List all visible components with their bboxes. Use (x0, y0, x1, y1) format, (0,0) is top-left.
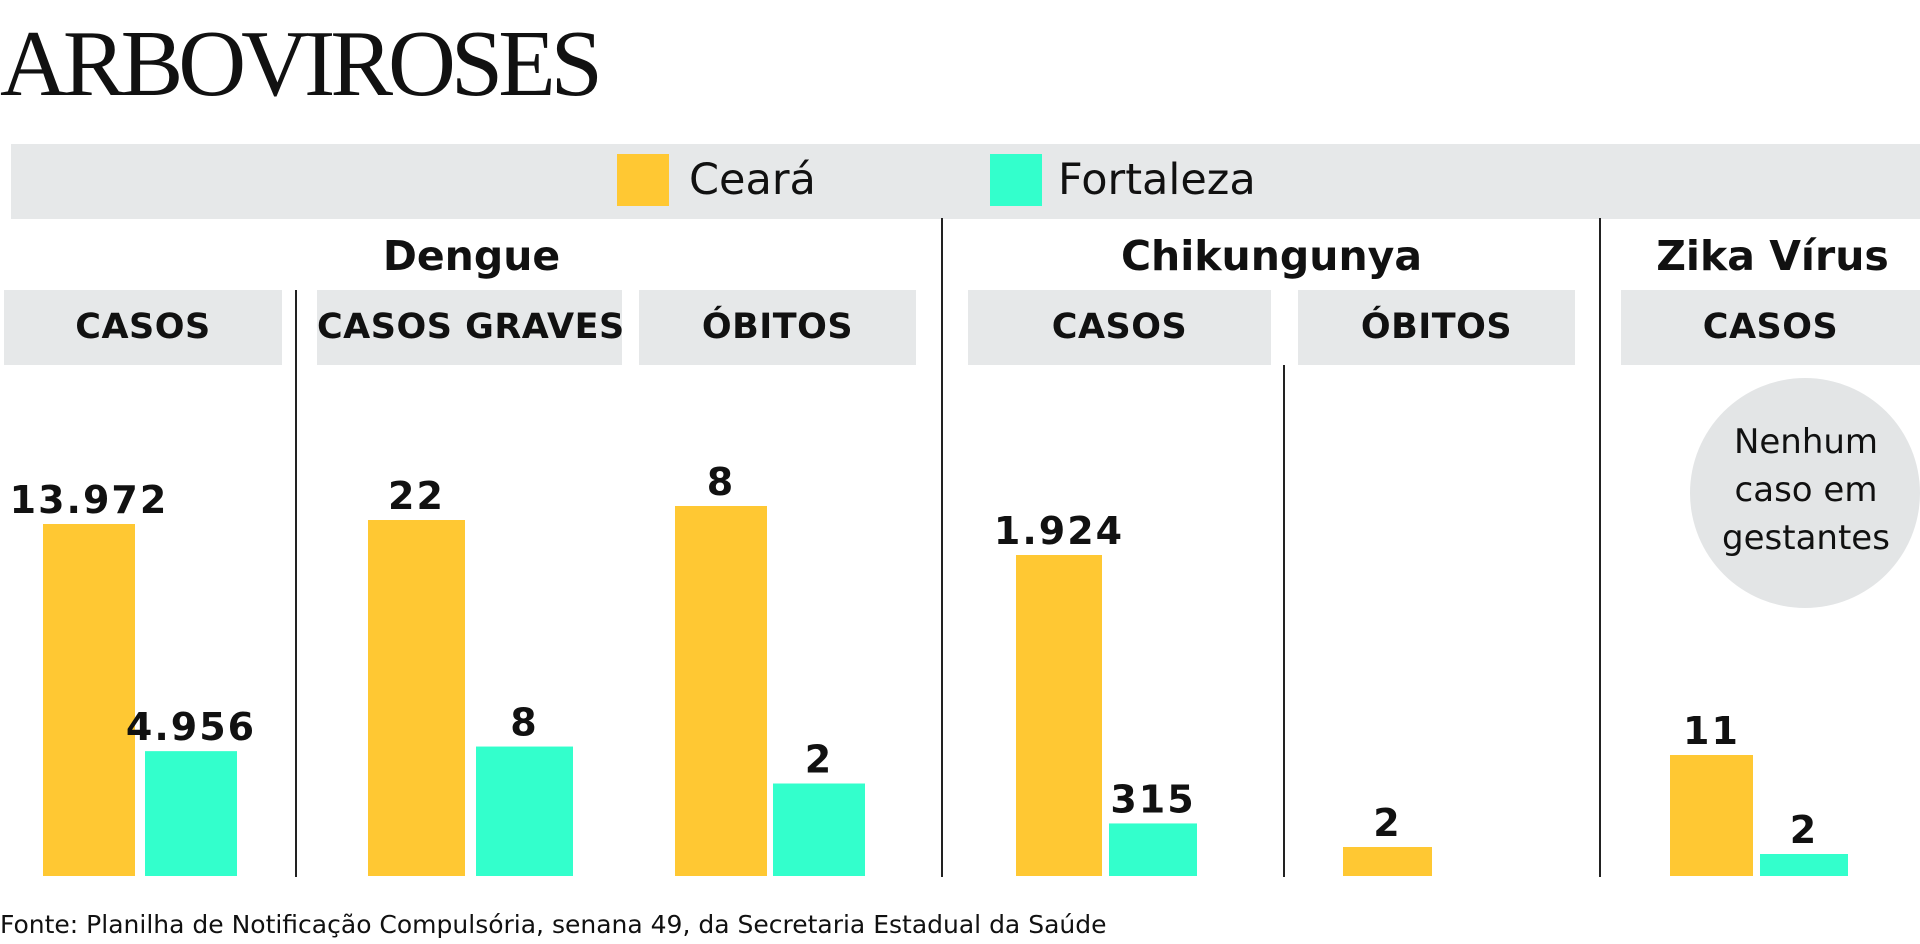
bar-value-label: 8 (510, 701, 538, 745)
source-note: Fonte: Planilha de Notificação Compulsór… (0, 910, 1107, 939)
panel-header-chik-obitos: ÓBITOS (1298, 290, 1575, 365)
bar-value-label: 8 (707, 460, 735, 504)
legend-label-fortaleza: Fortaleza (1058, 155, 1256, 205)
legend-swatch-fortaleza (990, 154, 1042, 206)
panel-header-dengue-obitos: ÓBITOS (639, 290, 916, 365)
group-title-dengue: Dengue (382, 232, 561, 280)
bar-value-label: 13.972 (10, 478, 169, 522)
legend-swatch-ceara (617, 154, 669, 206)
bar-cear-5 (1670, 755, 1753, 876)
panel-header-dengue-casos-graves: CASOS GRAVES (317, 290, 624, 365)
bar-value-label: 4.956 (126, 705, 256, 749)
bar-cear-1 (368, 520, 465, 876)
group-divider (941, 218, 943, 877)
panel-header-zika-casos: CASOS (1621, 290, 1920, 365)
bar-value-label: 2 (1790, 808, 1818, 852)
group-title-zika: Zika Vírus (1656, 232, 1889, 280)
bar-value-label: 315 (1110, 777, 1195, 821)
bar-value-label: 22 (388, 474, 445, 518)
group-title-chikungunya: Chikungunya (1120, 232, 1423, 280)
note-circle (1690, 378, 1920, 608)
legend-label-ceara: Ceará (689, 155, 816, 205)
bar-value-label: 2 (1373, 801, 1401, 845)
panel-header-chik-casos: CASOS (968, 290, 1271, 365)
bar-fortaleza-2 (773, 783, 865, 876)
bar-cear-4 (1343, 847, 1432, 876)
bar-value-label: 1.924 (994, 509, 1124, 553)
bar-fortaleza-0 (145, 751, 237, 876)
bar-cear-2 (675, 506, 767, 876)
chart-title: ARBOVIROSES (0, 12, 603, 116)
bar-value-label: 11 (1683, 709, 1740, 753)
bar-cear-0 (43, 524, 135, 876)
bar-fortaleza-5 (1760, 854, 1848, 876)
bar-fortaleza-1 (476, 746, 573, 876)
bar-fortaleza-3 (1109, 823, 1197, 876)
bar-cear-3 (1016, 555, 1102, 876)
panel-divider (295, 290, 297, 877)
panel-header-dengue-casos: CASOS (4, 290, 282, 365)
note-text: Nenhum caso em gestantes (1722, 422, 1890, 558)
group-divider (1599, 218, 1601, 877)
panel-divider (1283, 365, 1285, 877)
legend-bar (11, 144, 1920, 219)
bar-value-label: 2 (805, 738, 833, 782)
